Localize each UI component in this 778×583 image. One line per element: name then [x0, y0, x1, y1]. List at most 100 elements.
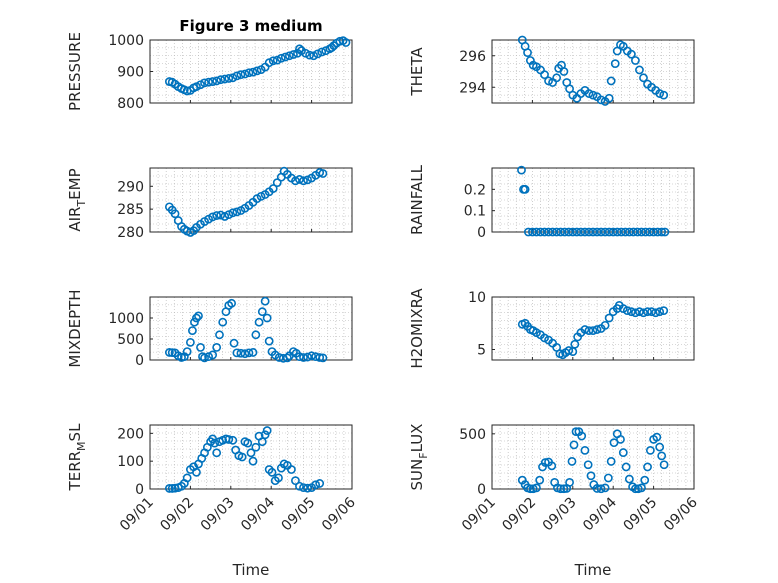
y-tick-label: 900 — [117, 65, 144, 81]
data-point — [596, 95, 606, 105]
data-point — [232, 348, 242, 358]
data-point — [643, 462, 652, 472]
data-point — [244, 68, 254, 78]
data-point — [170, 209, 180, 219]
data-point — [212, 76, 222, 86]
data-point — [618, 448, 628, 457]
y-tick-label: 200 — [117, 426, 144, 442]
data-point — [525, 484, 535, 494]
data-point — [559, 67, 569, 76]
data-point — [257, 437, 267, 447]
data-point — [655, 307, 665, 317]
data-point — [295, 352, 304, 362]
data-point — [564, 346, 574, 355]
data-point — [224, 74, 234, 83]
data-point — [286, 465, 296, 474]
data-point — [289, 50, 298, 59]
subplot-mixdepth: 0 500 1000 MIXDEPTH — [66, 289, 353, 369]
data-point — [252, 66, 262, 76]
data-point — [218, 317, 228, 327]
data-point — [251, 330, 261, 340]
y-tick-label: 290 — [117, 179, 144, 195]
data-point — [237, 452, 247, 462]
x-tick-label: 09/06 — [661, 494, 701, 534]
x-tick-label: 09/03 — [540, 495, 580, 535]
data-point — [606, 457, 616, 466]
data-point — [260, 296, 270, 306]
data-point — [212, 448, 222, 458]
data-point — [227, 298, 237, 308]
x-tick-label: 09/02 — [157, 495, 197, 535]
data-point — [657, 451, 667, 461]
data-point — [556, 484, 566, 494]
data-point — [248, 456, 258, 466]
data-point — [190, 317, 199, 327]
data-point — [640, 475, 650, 485]
data-point — [182, 473, 192, 483]
data-point — [210, 438, 220, 448]
data-point — [216, 210, 226, 220]
data-point — [240, 349, 250, 359]
data-point — [570, 339, 580, 349]
data-point — [604, 93, 614, 103]
subplot-air-temp: 280 285 290 AIRTEMP — [66, 166, 353, 241]
subplot-h2omixra: 5 10 H2OMIXRA — [408, 288, 695, 369]
data-point — [645, 445, 655, 455]
y-tick-label: 5 — [477, 343, 486, 359]
x-axis-label: Time — [574, 561, 612, 579]
data-point — [596, 484, 606, 494]
y-tick-label: 500 — [459, 427, 486, 443]
data-point — [182, 347, 192, 356]
data-point — [268, 184, 278, 193]
y-tick-label: 100 — [117, 454, 144, 470]
data-point — [196, 342, 205, 352]
data-point — [552, 227, 562, 237]
y-axis-label: RAINFALL — [408, 164, 426, 235]
data-point — [588, 227, 598, 237]
data-point — [204, 352, 213, 362]
data-point — [610, 59, 620, 69]
data-point — [643, 307, 652, 317]
data-point — [584, 326, 594, 335]
data-point — [520, 184, 530, 194]
data-point — [556, 227, 566, 237]
data-point — [295, 175, 304, 184]
x-tick-label: 09/01 — [117, 495, 157, 535]
data-point — [641, 227, 650, 237]
data-point — [659, 306, 669, 316]
data-point — [200, 78, 209, 88]
data-point — [224, 210, 234, 220]
axes-box — [491, 39, 695, 104]
data-point — [626, 49, 636, 59]
data-point — [318, 353, 328, 363]
y-tick-label: 10 — [468, 290, 486, 306]
data-point — [536, 227, 545, 237]
data-point — [535, 475, 545, 485]
data-point — [220, 212, 230, 221]
data-point — [164, 484, 174, 493]
data-point — [307, 351, 316, 361]
data-point — [657, 227, 667, 237]
data-point — [583, 460, 593, 470]
data-point — [624, 474, 634, 484]
data-point — [272, 178, 282, 188]
y-tick-label: 285 — [117, 202, 144, 218]
data-point — [188, 326, 197, 335]
x-tick-label: 09/02 — [499, 495, 539, 535]
data-point — [660, 227, 670, 237]
data-point — [164, 348, 174, 357]
data-point — [260, 430, 270, 440]
y-tick-label: 294 — [459, 80, 486, 96]
y-axis-label: THETA — [408, 47, 426, 97]
data-point — [639, 308, 648, 318]
data-point — [268, 56, 278, 66]
data-point — [274, 353, 284, 362]
data-point — [635, 307, 644, 317]
subplot-terr-msl: 0 100 200 09/01 09/02 09/03 09/04 09/05 09/06 TER… — [66, 423, 359, 579]
data-point — [571, 427, 581, 437]
data-point — [586, 471, 596, 481]
data-point — [208, 212, 218, 222]
data-point — [647, 307, 656, 317]
data-point — [547, 461, 557, 471]
data-point — [528, 227, 537, 237]
